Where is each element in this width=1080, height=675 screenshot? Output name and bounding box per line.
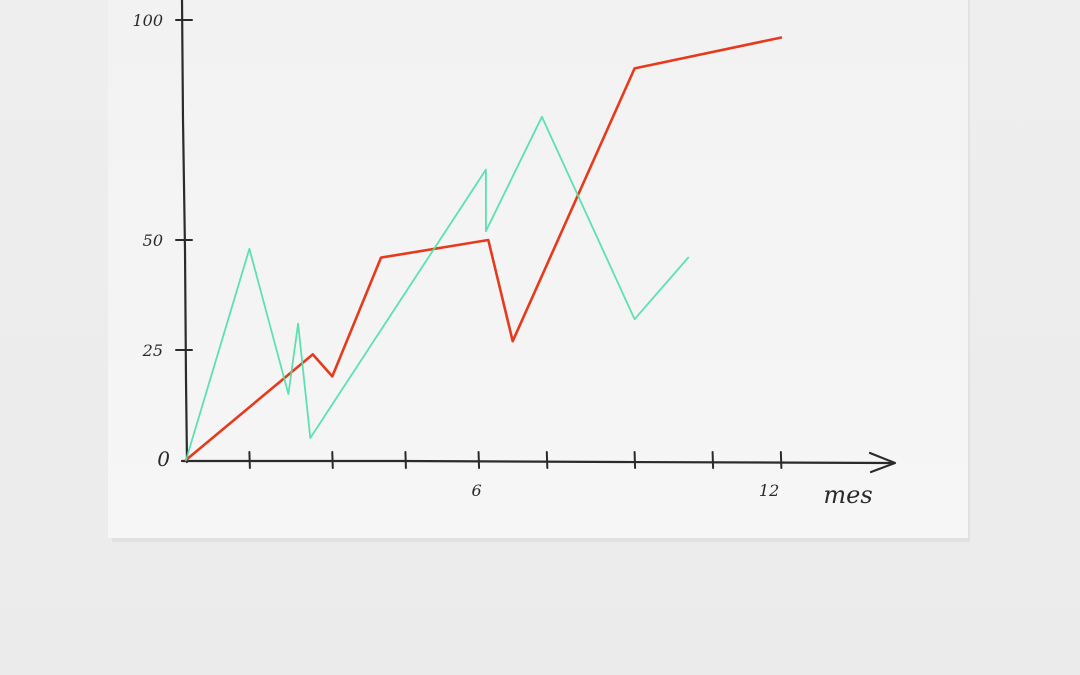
- x-axis-arrowhead: [868, 451, 897, 474]
- x-tick-mark: [331, 451, 334, 469]
- x-axis-line: [180, 459, 895, 465]
- series-line-green: [185, 115, 690, 461]
- x-tick-mark: [248, 451, 251, 469]
- hand-drawn-chart: 0 25 50 100 6 12 mes: [132, 0, 897, 509]
- chart-series: [184, 36, 783, 462]
- x-tick-mark: [711, 451, 715, 469]
- y-axis-ticks: [175, 19, 193, 351]
- x-tick-mark: [633, 451, 637, 469]
- y-tick-label: 50: [143, 231, 163, 250]
- y-axis-line: [180, 0, 189, 464]
- x-tick-mark: [545, 451, 549, 469]
- x-axis-ticks: [248, 451, 783, 469]
- axis-tick-labels: 0 25 50 100 6 12: [132, 11, 779, 500]
- y-tick-label: 0: [157, 447, 170, 471]
- x-tick-mark: [779, 451, 783, 469]
- x-axis-label: mes: [823, 481, 872, 509]
- chart-axes: [175, 0, 897, 474]
- y-tick-label: 25: [142, 341, 163, 360]
- x-tick-mark: [477, 451, 481, 469]
- x-tick-label: 6: [471, 481, 481, 500]
- paper-sheet: [108, 0, 968, 538]
- x-tick-mark: [404, 451, 407, 469]
- y-tick-label: 100: [132, 11, 163, 30]
- x-tick-label: 12: [759, 481, 779, 500]
